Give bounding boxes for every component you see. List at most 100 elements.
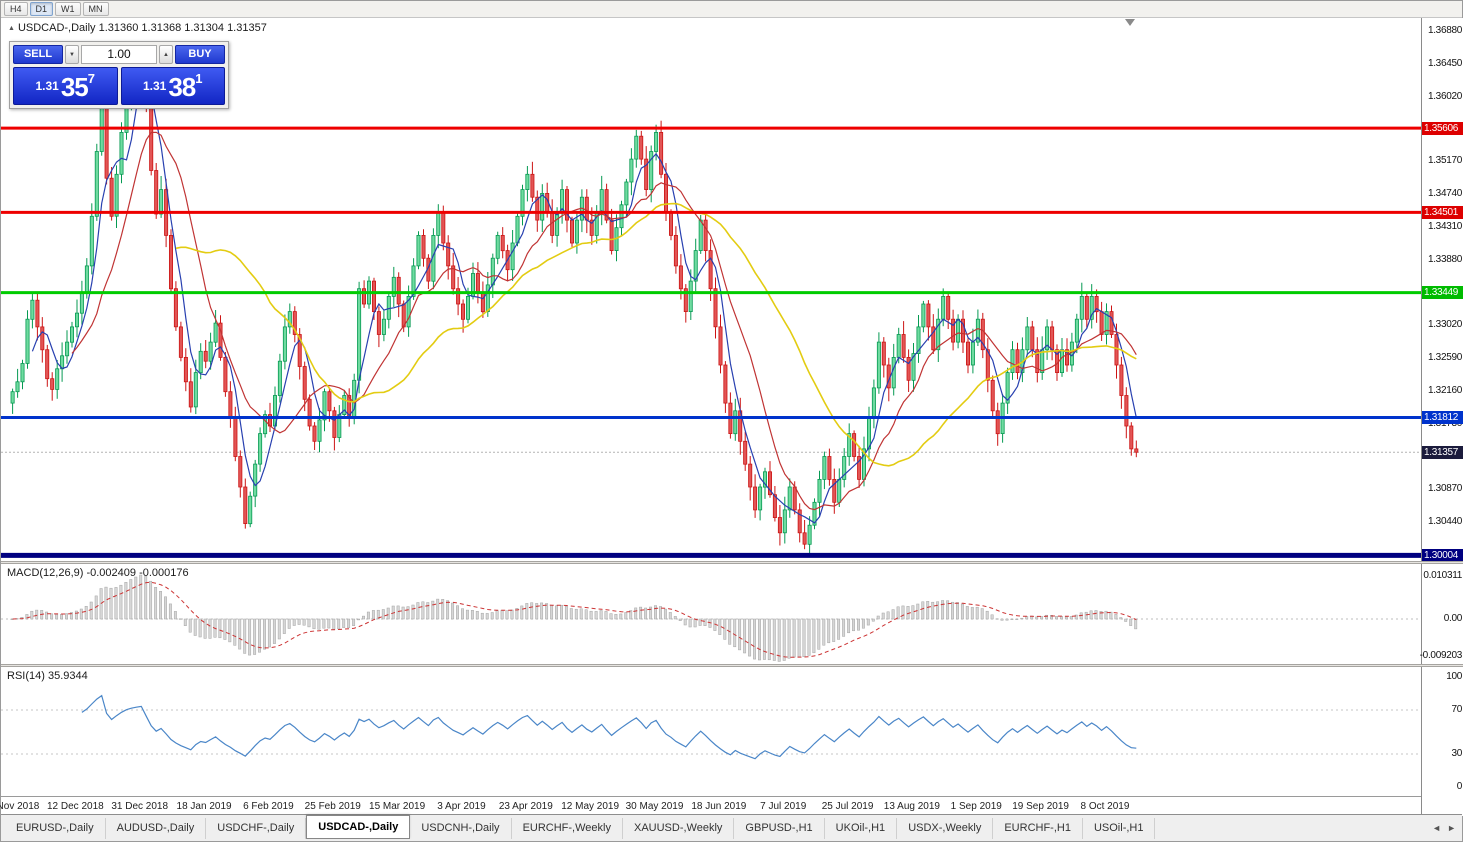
chart-tab-usdx[interactable]: USDX-,Weekly <box>897 817 994 839</box>
price-axis-label: 1.33880 <box>1427 253 1462 265</box>
timeframe-button-d1[interactable]: D1 <box>29 2 54 16</box>
sell-price-pip: 7 <box>87 71 95 86</box>
price-axis-label: 1.30870 <box>1427 483 1462 495</box>
date-axis-label: 1 Sep 2019 <box>950 801 1002 812</box>
date-axis-label: 3 Apr 2019 <box>437 801 486 812</box>
chart-tab-eurchf[interactable]: EURCHF-,Weekly <box>512 817 623 839</box>
chart-tab-usdcad[interactable]: USDCAD-,Daily <box>306 815 411 839</box>
price-axis-label: 1.33020 <box>1427 319 1462 331</box>
sell-price-button[interactable]: 1.31357 <box>13 67 118 105</box>
chart-scroll-marker-icon <box>1124 19 1135 26</box>
volume-decrease-button[interactable]: ▼ <box>65 45 79 64</box>
price-axis: 1.36880 1.36450 1.36020 1.35170 1.34740 1.343… <box>1419 18 1463 816</box>
date-axis-label: 25 Jul 2019 <box>821 801 874 812</box>
price-axis-label: 1.36020 <box>1427 90 1462 102</box>
ma-34-line <box>175 202 1137 467</box>
date-axis-label: 15 Mar 2019 <box>369 801 426 812</box>
buy-price-prefix: 1.31 <box>142 79 167 93</box>
sell-price-prefix: 1.31 <box>35 79 59 93</box>
date-axis: 23 Nov 2018 12 Dec 2018 31 Dec 2018 18 Jan … <box>0 796 1421 816</box>
price-axis-label: 1.34310 <box>1427 220 1462 232</box>
price-badge: 1.33449 <box>1422 286 1463 300</box>
chart-tab-eurusd[interactable]: EURUSD-,Daily <box>5 817 106 839</box>
macd-axis-label: -0.009203 <box>1419 650 1463 661</box>
chart-title-text: USDCAD-,Daily 1.31360 1.31368 1.31304 1.… <box>17 22 267 34</box>
date-axis-label: 13 Aug 2019 <box>883 801 940 812</box>
one-click-trading-panel: SELL ▼ 1.00 ▲ BUY 1.31357 1.31381 <box>9 41 229 109</box>
panel-divider[interactable] <box>1 561 1463 564</box>
macd-histogram <box>10 574 1138 662</box>
price-axis-label: 1.32590 <box>1427 352 1462 364</box>
macd-indicator-canvas[interactable] <box>1 564 1421 664</box>
volume-increase-button[interactable]: ▲ <box>159 45 173 64</box>
price-axis-label: 1.36880 <box>1427 24 1462 36</box>
timeframe-toolbar: H4 D1 W1 MN <box>1 1 1462 18</box>
chart-tab-audusd[interactable]: AUDUSD-,Daily <box>106 817 207 839</box>
date-axis-label: 18 Jun 2019 <box>691 801 747 812</box>
chart-tab-usoil[interactable]: USOil-,H1 <box>1083 817 1156 839</box>
buy-price-button[interactable]: 1.31381 <box>120 67 225 105</box>
sell-button[interactable]: SELL <box>13 45 63 64</box>
rsi-line <box>81 694 1137 760</box>
chart-tab-ukoil[interactable]: UKOil-,H1 <box>825 817 898 839</box>
rsi-indicator-canvas[interactable] <box>1 667 1421 796</box>
price-badge: 1.31812 <box>1422 410 1463 424</box>
candles <box>10 42 1139 554</box>
rsi-axis-label: 100 <box>1446 671 1462 682</box>
date-axis-label: 30 May 2019 <box>625 801 684 812</box>
chart-tab-usdchf[interactable]: USDCHF-,Daily <box>206 817 307 839</box>
price-badge: 1.31357 <box>1422 445 1463 459</box>
chart-symbol-icon: ▲ <box>8 25 15 32</box>
main-price-chart-canvas[interactable] <box>1 18 1421 561</box>
chart-tab-usdcnh[interactable]: USDCNH-,Daily <box>410 817 512 839</box>
price-axis-label: 1.34740 <box>1427 188 1462 200</box>
rsi-label: RSI(14) 35.9344 <box>7 670 88 682</box>
price-axis-label: 1.35170 <box>1427 155 1462 167</box>
date-axis-label: 8 Oct 2019 <box>1080 801 1130 812</box>
timeframe-button-w1[interactable]: W1 <box>55 2 81 16</box>
macd-signal-line <box>12 581 1137 658</box>
rsi-axis-label: 0 <box>1456 781 1463 792</box>
date-axis-label: 25 Feb 2019 <box>304 801 361 812</box>
tabs-scroll-right-icon[interactable]: ► <box>1447 823 1456 833</box>
horizontal-lines <box>1 126 1421 558</box>
price-badge: 1.30004 <box>1422 548 1463 562</box>
ma-5-line <box>31 77 1137 524</box>
price-badge: 1.34501 <box>1422 205 1463 219</box>
buy-button[interactable]: BUY <box>175 45 225 64</box>
chart-tab-xauusd[interactable]: XAUUSD-,Weekly <box>623 817 735 839</box>
macd-axis-label: 0.010311 <box>1423 570 1462 581</box>
ma-13-line <box>71 131 1137 511</box>
buy-price-pip: 1 <box>195 71 203 86</box>
date-axis-label: 23 Apr 2019 <box>498 801 553 812</box>
chart-title: ▲ USDCAD-,Daily 1.31360 1.31368 1.31304 1… <box>8 22 267 34</box>
tab-scroll-arrows: ◄ ► <box>1432 823 1456 833</box>
chart-tab-gbpusd[interactable]: GBPUSD-,H1 <box>734 817 825 839</box>
rsi-axis-label: 70 <box>1451 704 1462 715</box>
chart-tab-eurchf[interactable]: EURCHF-,H1 <box>993 817 1083 839</box>
date-axis-label: 7 Jul 2019 <box>760 801 807 812</box>
price-axis-label: 1.30440 <box>1427 516 1462 528</box>
price-badge: 1.35606 <box>1422 121 1463 135</box>
timeframe-button-h4[interactable]: H4 <box>4 2 28 16</box>
macd-label: MACD(12,26,9) -0.002409 -0.000176 <box>7 567 189 579</box>
date-axis-label: 18 Jan 2019 <box>176 801 232 812</box>
date-axis-label: 23 Nov 2018 <box>0 801 40 812</box>
date-axis-label: 31 Dec 2018 <box>111 801 169 812</box>
tabs-scroll-left-icon[interactable]: ◄ <box>1432 823 1442 833</box>
panel-divider[interactable] <box>1 664 1463 667</box>
chart-tab-bar: EURUSD-,Daily AUDUSD-,Daily USDCHF-,Daily U… <box>1 814 1462 841</box>
date-axis-label: 12 Dec 2018 <box>46 801 104 812</box>
price-axis-label: 1.36450 <box>1427 57 1462 69</box>
date-axis-label: 6 Feb 2019 <box>243 801 294 812</box>
date-axis-label: 12 May 2019 <box>561 801 620 812</box>
date-axis-label: 19 Sep 2019 <box>1012 801 1069 812</box>
price-axis-label: 1.32160 <box>1427 384 1462 396</box>
timeframe-button-mn[interactable]: MN <box>82 2 109 16</box>
macd-axis-label: 0.00 <box>1443 613 1463 624</box>
sell-price-main: 35 <box>60 72 89 102</box>
volume-field[interactable]: 1.00 <box>81 45 157 64</box>
buy-price-main: 38 <box>168 72 196 102</box>
rsi-axis-label: 30 <box>1451 748 1462 759</box>
